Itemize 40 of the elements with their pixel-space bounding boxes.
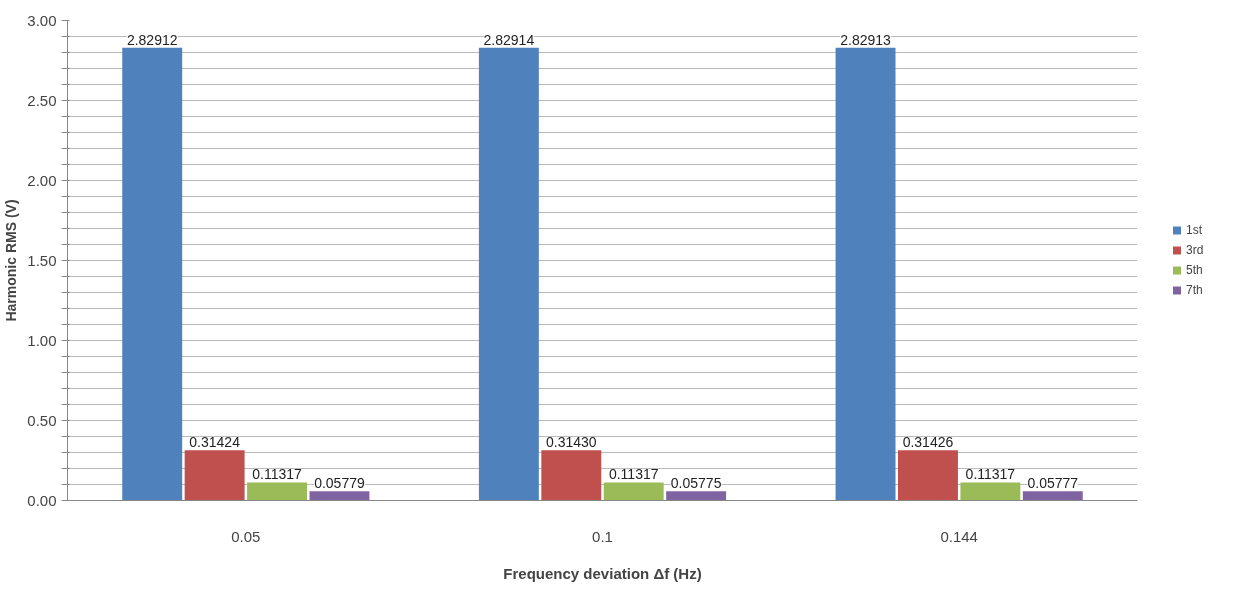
bar bbox=[960, 482, 1021, 501]
y-tick-label: 3.00 bbox=[27, 11, 57, 29]
data-label: 2.82912 bbox=[126, 31, 178, 48]
data-label: 0.11317 bbox=[965, 466, 1016, 483]
data-label: 0.05777 bbox=[1027, 475, 1079, 492]
legend-label: 3rd bbox=[1186, 243, 1205, 257]
text: 0.00 bbox=[27, 491, 57, 509]
bar bbox=[247, 482, 307, 501]
bar bbox=[122, 47, 183, 501]
data-label: 0.11317 bbox=[608, 466, 659, 483]
data-label: 0.05775 bbox=[670, 475, 722, 492]
bar bbox=[1022, 491, 1083, 501]
data-label: 0.31424 bbox=[189, 434, 241, 451]
bar bbox=[898, 450, 958, 501]
y-axis-title: Harmonic RMS (V) bbox=[3, 199, 20, 322]
data-label: 0.31426 bbox=[902, 434, 954, 451]
y-tick-label: 2.50 bbox=[27, 91, 57, 109]
y-tick-label: 1.50 bbox=[27, 251, 57, 269]
x-tick-label: 0.1 bbox=[592, 527, 613, 545]
data-label: 2.82914 bbox=[483, 31, 535, 48]
x-tick-label: 0.144 bbox=[940, 527, 978, 545]
y-tick-label: 1.00 bbox=[27, 331, 57, 349]
y-tick-label: 0.50 bbox=[27, 411, 57, 429]
x-tick-label: 0.05 bbox=[231, 527, 261, 545]
y-tick-label: 2.00 bbox=[27, 171, 57, 189]
bar bbox=[309, 491, 370, 501]
data-label: 0.31430 bbox=[545, 434, 597, 451]
bar bbox=[541, 450, 602, 501]
bar bbox=[835, 47, 896, 501]
legend-label: 7th bbox=[1186, 283, 1204, 297]
x-axis-title: Frequency deviation Δf (Hz) bbox=[503, 564, 702, 582]
bar bbox=[603, 482, 664, 501]
data-label: 0.05779 bbox=[314, 475, 365, 492]
bar bbox=[666, 491, 727, 501]
legend-label: 1st bbox=[1186, 223, 1203, 237]
bar bbox=[184, 450, 245, 501]
bar bbox=[478, 47, 539, 501]
legend-label: 5th bbox=[1186, 263, 1204, 277]
data-label: 0.11317 bbox=[252, 466, 303, 483]
data-label: 2.82913 bbox=[840, 31, 892, 48]
